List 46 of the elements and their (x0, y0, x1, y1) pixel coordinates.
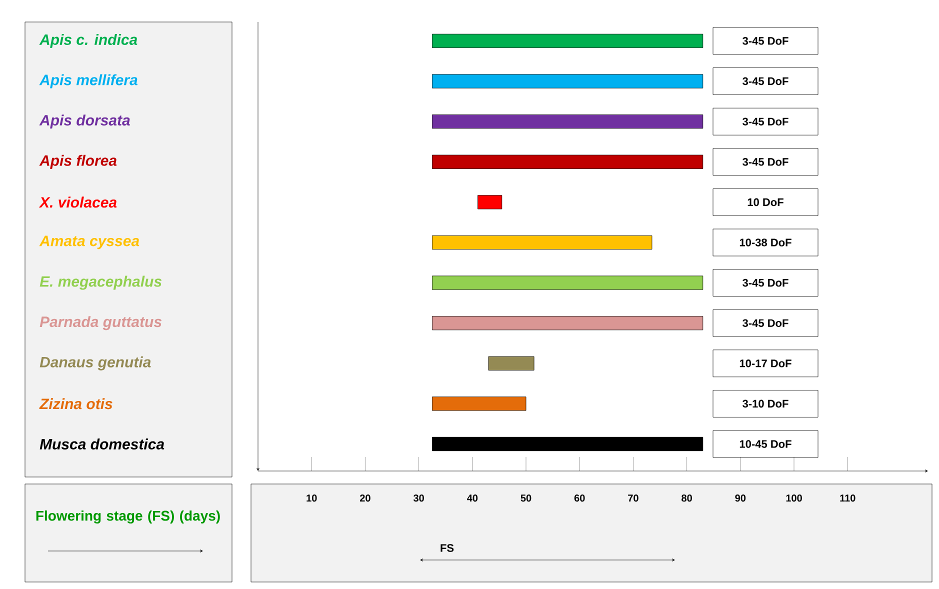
annotation: 3-45 DoF (742, 118, 788, 126)
x-tick-label: 30 (413, 494, 424, 502)
x-tick-label: 110 (840, 494, 856, 502)
x-tick-label: 40 (467, 494, 478, 502)
x-tick-label: 60 (574, 494, 585, 502)
y-tick-label: Apis florea (39, 154, 117, 169)
x-tick-label: 100 (786, 494, 802, 502)
bar (432, 34, 704, 48)
y-tick-label: Zizina otis (39, 398, 112, 410)
bar (478, 195, 502, 210)
x-tick-label: 90 (735, 494, 746, 502)
y-tick-label: Apis mellifera (39, 74, 138, 88)
annotation: 3-10 DoF (742, 400, 788, 408)
y-tick-label: X. violacea (38, 196, 117, 208)
y-tick-label: E. megacephalus (40, 276, 162, 290)
annotation: 10-38 DoF (740, 238, 792, 246)
annotation: 3-45 DoF (742, 37, 788, 45)
text: FS (440, 544, 454, 552)
bar (432, 154, 704, 169)
annotation: 3-45 DoF (742, 158, 788, 166)
bar (488, 356, 534, 370)
y-tick-label: Danaus genutia (40, 356, 151, 370)
y-tick-label: Musca domestica (40, 438, 164, 450)
annotation: 3-45 DoF (742, 319, 788, 327)
x-tick-label: 20 (360, 494, 370, 502)
bar (432, 114, 704, 129)
bar (432, 436, 704, 452)
annotation: 10-17 DoF (740, 360, 792, 368)
bar (432, 396, 526, 411)
x-tick-label: 70 (628, 494, 638, 502)
x-tick-label: 10 (306, 494, 317, 502)
annotation: 10-45 DoF (740, 440, 792, 448)
x-tick-label: 80 (682, 494, 692, 502)
y-tick-label: Apis dorsata (39, 114, 130, 129)
y-tick-label: Parnada guttatus (40, 316, 162, 330)
x-axis-title: Flowering stage (FS) (days) (36, 510, 220, 524)
annotation: 3-45 DoF (742, 77, 788, 86)
bar (432, 316, 704, 330)
bar (432, 74, 704, 88)
y-tick-label: Amata cyssea (39, 236, 140, 250)
bar (432, 276, 704, 290)
y-tick-label: Apis c. indica (39, 34, 138, 48)
x-tick-label: 50 (520, 494, 532, 502)
bar (432, 235, 652, 250)
annotation: 3-45 DoF (742, 278, 788, 287)
annotation: 10 DoF (748, 198, 784, 206)
